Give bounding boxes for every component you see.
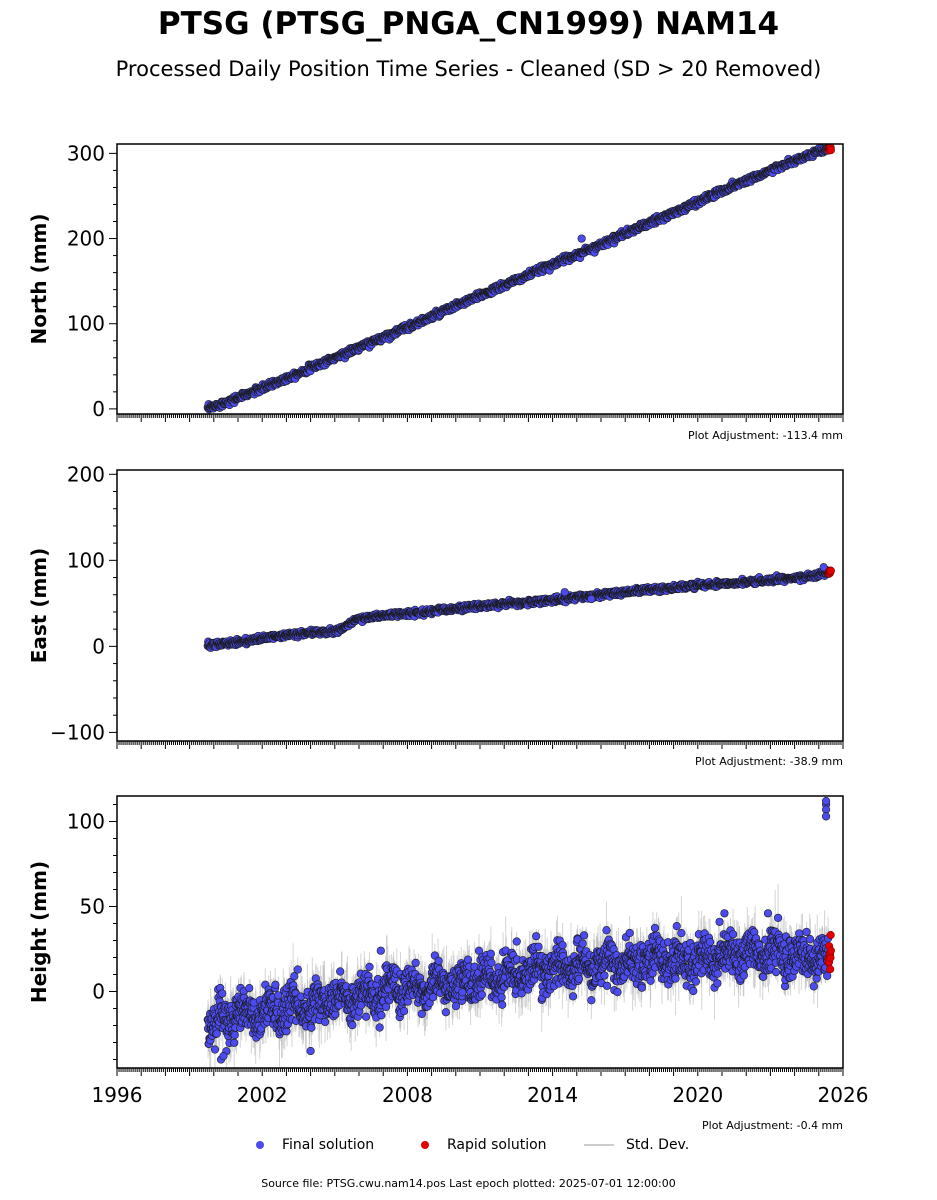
y-tick-label: 300 (67, 141, 105, 165)
plot-adjustment-label: Plot Adjustment: -113.4 mm (688, 429, 843, 442)
final-point (560, 588, 569, 597)
plot-adjustment-label: Plot Adjustment: -38.9 mm (695, 755, 843, 768)
final-points (203, 144, 833, 414)
final-point (587, 594, 596, 604)
y-tick-label: 200 (67, 227, 105, 251)
rapid-points (824, 144, 835, 155)
rapid-points (824, 566, 835, 578)
y-tick-label: 200 (67, 462, 105, 486)
panel-east: −100 0 100 200 East (mm) Plot Adjustment: -38… (27, 462, 844, 768)
rapid-point (826, 146, 835, 155)
final-points (203, 563, 833, 652)
final-point (577, 234, 586, 243)
x-ticks (116, 414, 844, 422)
y-tick-label: −100 (50, 720, 105, 744)
panel-north: 0 100 200 300 North (mm) Plot Adjustment: -11… (27, 141, 844, 442)
y-axis-label: East (mm) (27, 548, 51, 664)
plot-marks (203, 144, 835, 414)
chart-subtitle: Processed Daily Position Time Series - C… (115, 57, 822, 81)
y-tick-label: 0 (92, 634, 105, 658)
final-point (819, 563, 828, 572)
y-ticks: −100 0 100 200 (50, 462, 117, 744)
x-ticks (116, 741, 844, 749)
plot-marks (203, 563, 835, 652)
y-tick-label: 100 (67, 548, 105, 572)
rapid-point (826, 566, 835, 575)
y-tick-label: 0 (92, 397, 105, 421)
chart-title: PTSG (PTSG_PNGA_CN1999) NAM14 (157, 6, 780, 42)
y-ticks: 0 100 200 300 (67, 141, 117, 421)
y-axis-label: North (mm) (27, 213, 51, 344)
plot-marks (203, 796, 835, 1068)
y-tick-label: 100 (67, 312, 105, 336)
